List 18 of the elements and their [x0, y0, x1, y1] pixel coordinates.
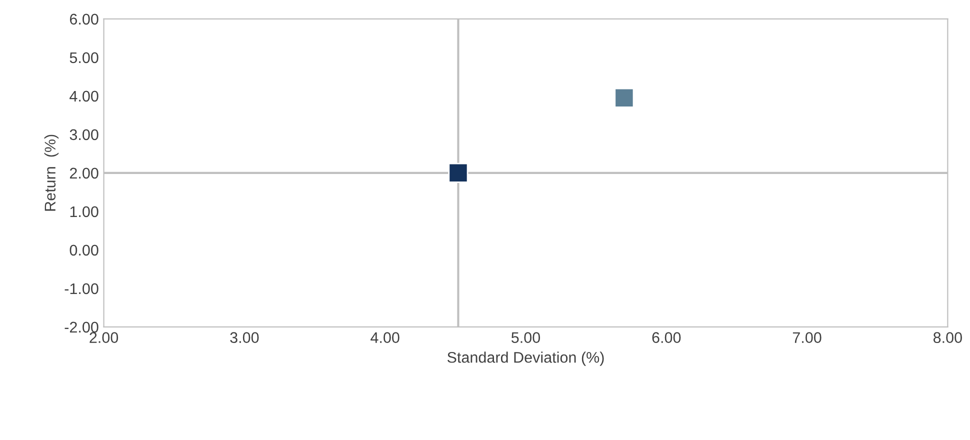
- y-tick-label: 6.00: [70, 14, 98, 25]
- y-tick-label: -1.00: [64, 283, 98, 294]
- y-tick-label: 3.00: [70, 129, 98, 140]
- y-tick-label: 4.00: [70, 90, 98, 102]
- x-tick-label: 5.00: [511, 332, 540, 344]
- y-axis-title: Return (%): [44, 134, 59, 211]
- x-tick-label: 6.00: [652, 332, 681, 344]
- x-tick-label: 8.00: [933, 332, 962, 344]
- y-tick-label: 2.00: [70, 168, 98, 179]
- y-tick-label: -2.00: [64, 322, 98, 333]
- y-tick-label: 5.00: [70, 52, 98, 64]
- x-tick-label: 3.00: [230, 332, 259, 344]
- x-tick-label: 4.00: [370, 332, 400, 344]
- x-tick-label: 7.00: [792, 332, 822, 344]
- y-tick-label: 1.00: [70, 206, 98, 218]
- x-tick-label: 2.00: [90, 332, 118, 344]
- y-tick-label: 0.00: [70, 244, 98, 256]
- x-axis-title: Standard Deviation (%): [447, 352, 604, 366]
